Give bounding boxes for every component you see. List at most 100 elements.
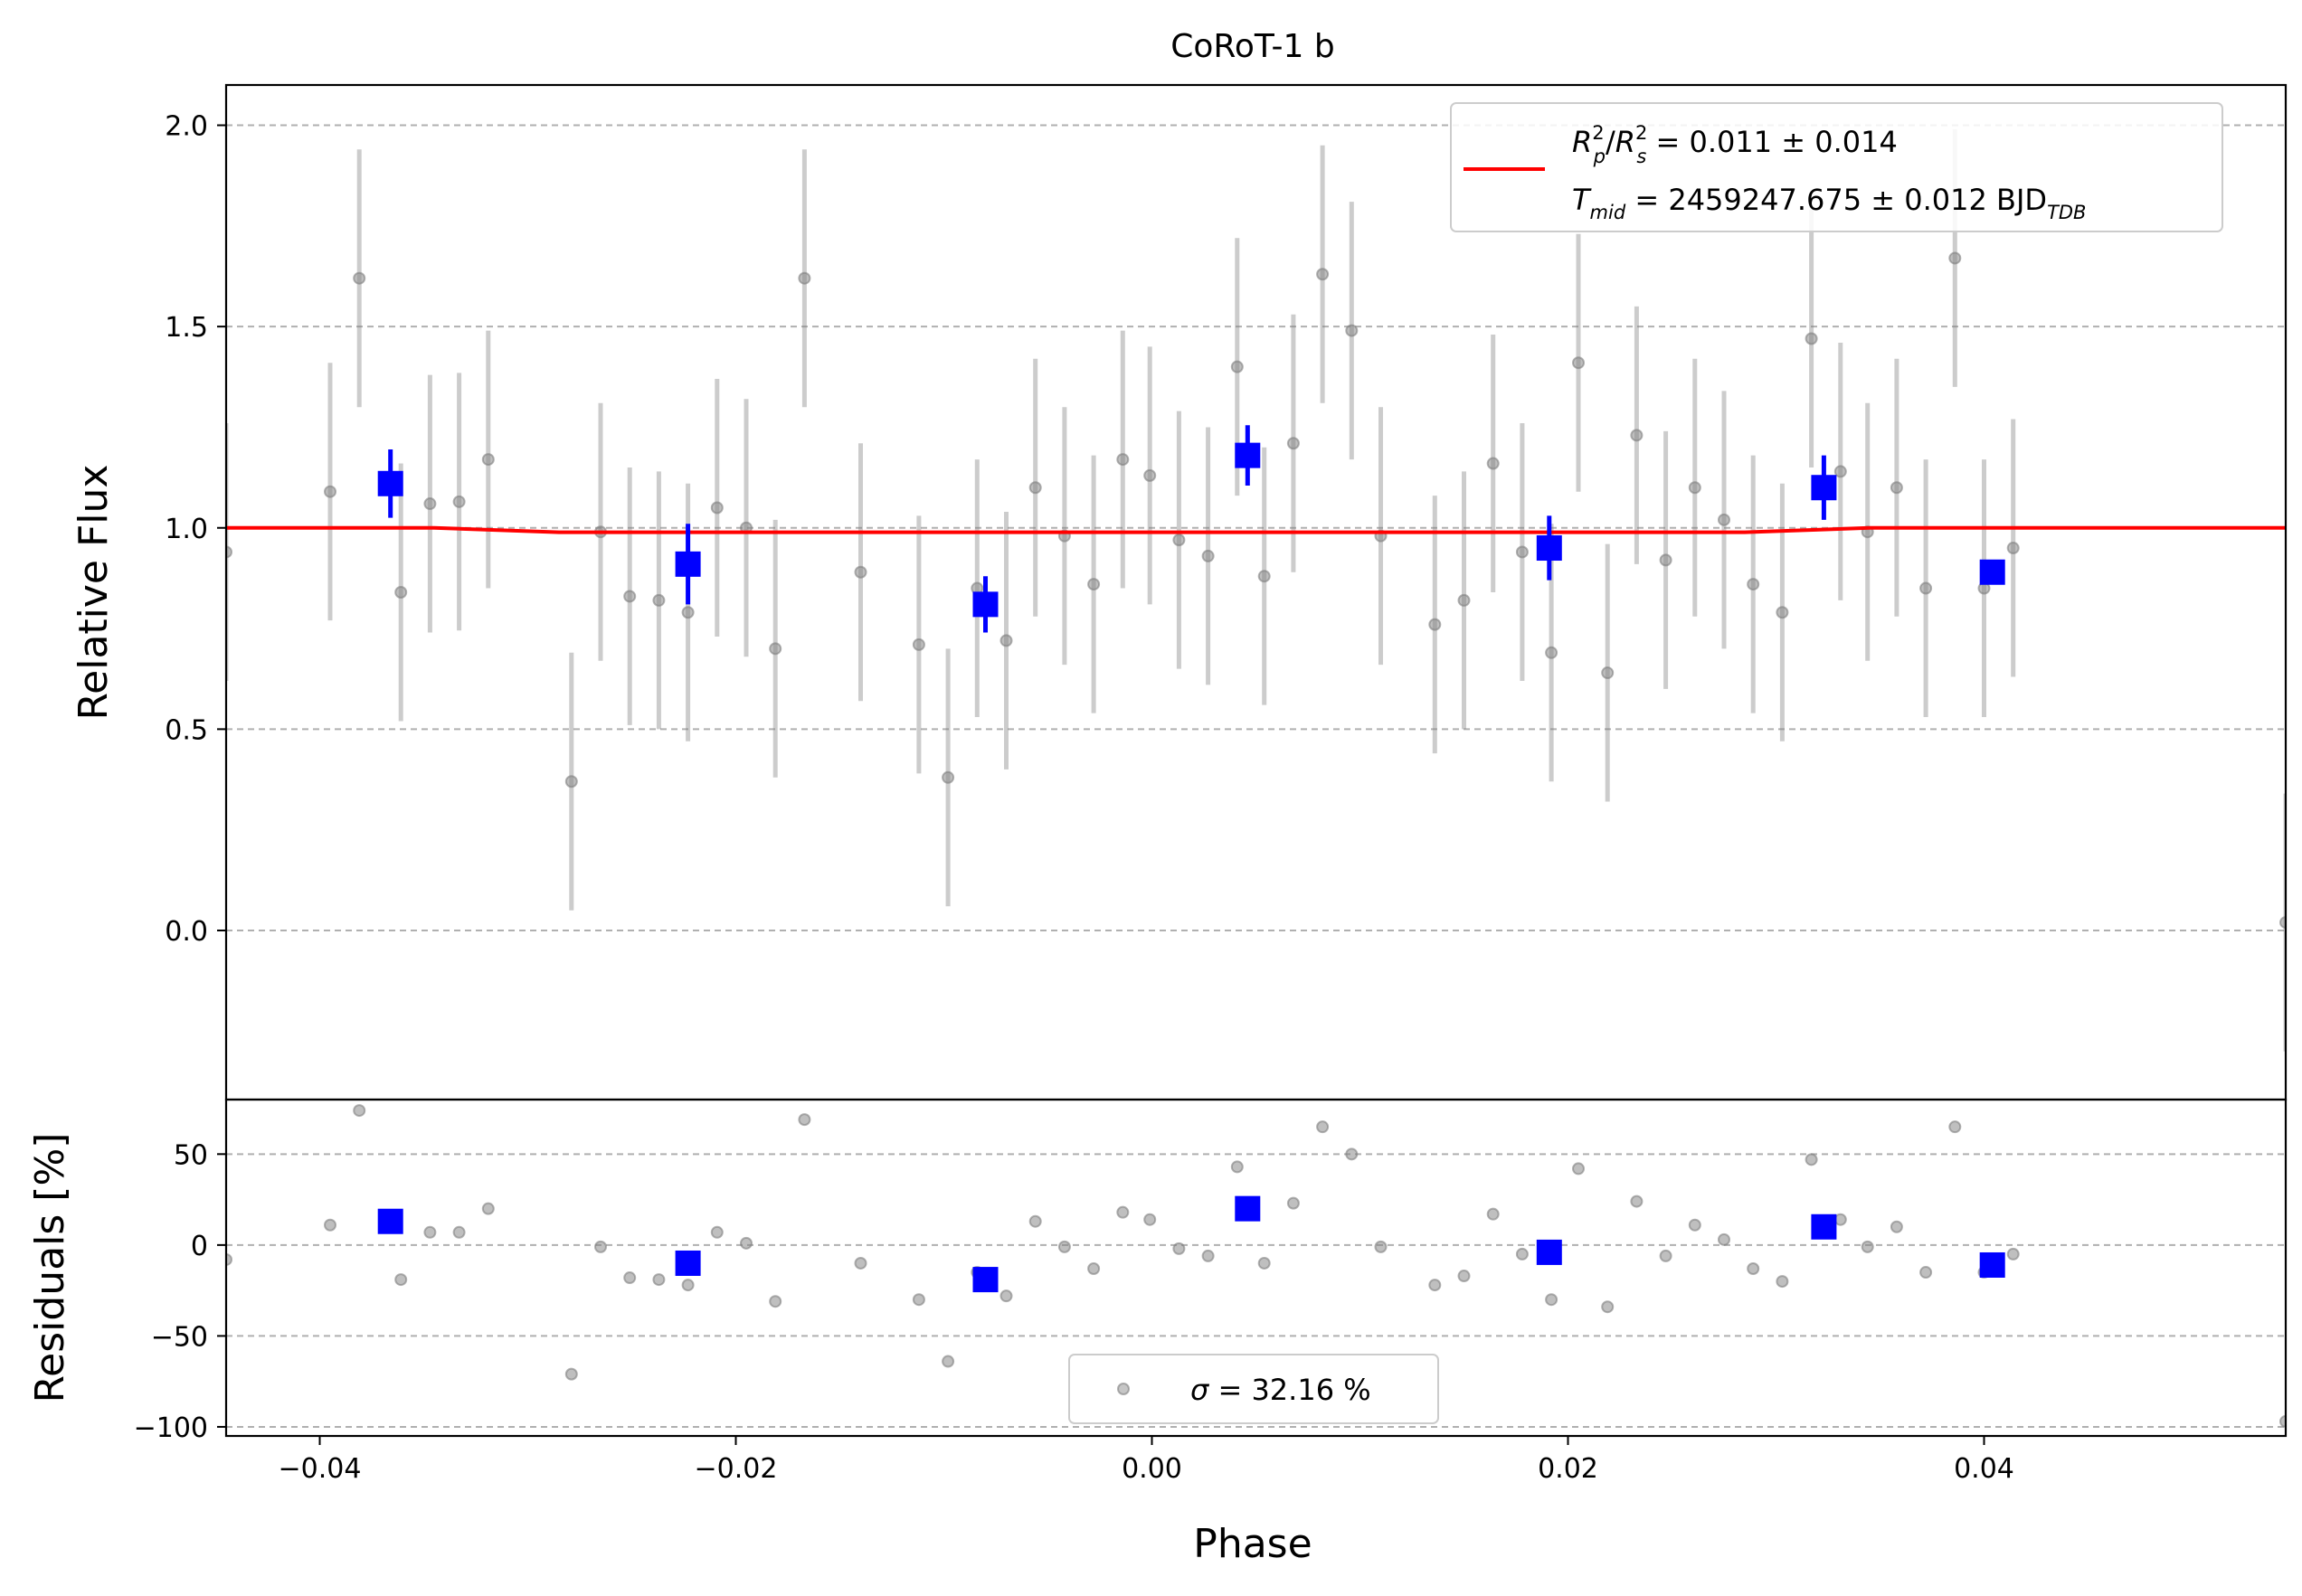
flux-raw-point [2006,542,2020,555]
residuals-y-label: Residuals [%] [27,1133,73,1403]
residuals-raw-point [564,1367,578,1381]
flux-binned-point [1979,559,2005,585]
flux-binned-point [1811,475,1837,501]
flux-raw-point [1345,324,1359,337]
flux-raw-point [1659,553,1672,567]
residuals-raw-point [1601,1300,1615,1314]
residuals-raw-point [1948,1120,1962,1134]
residuals-binned-points [377,1195,2005,1293]
flux-binned-point [1235,442,1261,468]
flux-y-tick-label: 0.0 [165,916,208,948]
flux-raw-point [481,453,495,467]
residuals-raw-point [1143,1213,1157,1226]
residuals-frame [224,1098,2288,1438]
flux-model [226,525,2286,534]
residuals-x-ticks: −0.04 −0.02 0.00 0.02 0.04 [279,1436,2014,1485]
residuals-y-tick-label: −100 [134,1412,208,1444]
flux-raw-point [1286,437,1300,450]
flux-binned-points [377,425,2005,633]
residuals-raw-point [1805,1153,1818,1166]
flux-raw-point [1172,534,1186,547]
residuals-raw-point [324,1218,336,1232]
flux-raw-point [324,485,336,498]
residuals-y-ticks: 50 0 −50 −100 [134,1139,226,1444]
residuals-raw-point [1257,1256,1271,1270]
flux-raw-point [1143,468,1157,482]
flux-binned-point [1536,535,1562,562]
residuals-raw-point [1428,1279,1442,1292]
residuals-binned-point [675,1250,701,1276]
flux-binned-point [377,470,403,496]
flux-raw-point [2279,916,2286,930]
residuals-raw-point [1087,1262,1101,1276]
flux-raw-point [854,565,867,579]
flux-raw-point [1116,453,1130,467]
flux-y-ticks: 0.0 0.5 1.0 1.5 2.0 [165,111,226,948]
residuals-binned-point [1536,1239,1562,1265]
residuals-raw-point [652,1273,666,1287]
residuals-raw-point [394,1273,408,1287]
residuals-raw-point [1316,1120,1330,1134]
residuals-raw-point [623,1271,637,1285]
residuals-raw-point [353,1104,366,1118]
residuals-raw-point [798,1113,811,1127]
chart-title: CoRoT-1 b [1170,28,1334,65]
flux-raw-point [1718,513,1730,526]
flux-raw-point [1486,457,1500,470]
flux-raw-point [681,606,695,619]
flux-raw-point [1428,618,1442,631]
flux-raw-point [1805,332,1818,345]
residuals-raw-point [2006,1247,2020,1261]
x-tick-label: 0.02 [1538,1453,1598,1485]
residuals-legend: σ = 32.16 % [1068,1354,1439,1424]
residuals-raw-point [740,1236,753,1250]
residuals-legend-marker [1117,1383,1130,1395]
residuals-raw-point [710,1225,724,1239]
flux-panel: 0.0 0.5 1.0 1.5 2.0 Relative Flux R2 p/R2 s = … [71,83,2288,1101]
flux-model-line [226,525,2286,534]
flux-raw-point [912,637,925,651]
flux-y-label: Relative Flux [71,465,117,721]
residuals-raw-point [769,1295,782,1308]
x-tick-label: 0.00 [1122,1453,1182,1485]
x-tick-label: 0.04 [1954,1453,2014,1485]
residuals-raw-point [1028,1214,1042,1228]
residuals-binned-point [377,1208,403,1234]
residuals-raw-point [226,1252,232,1266]
flux-raw-point [564,775,578,789]
flux-frame [224,83,2288,1101]
residuals-raw-point [594,1240,607,1253]
flux-y-tick-label: 1.5 [165,312,208,344]
residuals-raw-point [1172,1242,1186,1255]
flux-raw-point [452,495,466,508]
residuals-raw-point [1776,1275,1789,1289]
residuals-raw-point [1457,1270,1471,1283]
residuals-raw-point [1545,1293,1558,1307]
residuals-grid [226,1153,2286,1428]
flux-y-tick-label: 1.0 [165,514,208,545]
residuals-raw-point [1486,1207,1500,1221]
flux-raw-point [1201,549,1215,562]
residuals-raw-point [423,1225,437,1239]
flux-legend-rp-rs: R2 p/R2 s = 0.011 ± 0.014 [1572,122,1898,167]
residuals-raw-point [1057,1240,1071,1253]
x-axis-label: Phase [1193,1521,1312,1567]
flux-raw-point [999,634,1013,647]
flux-legend-tmid: Tmid = 2459247.675 ± 0.012 BJDTDB [1572,183,2086,223]
residuals-raw-point [1116,1205,1130,1219]
flux-legend-box [1450,102,2223,232]
residuals-y-tick-label: 50 [174,1139,208,1171]
flux-raw-point [623,590,637,603]
residuals-binned-point [972,1267,999,1293]
residuals-raw-point [1374,1240,1388,1253]
flux-raw-point [798,271,811,285]
residuals-raw-point [1630,1195,1644,1208]
flux-raw-point [652,593,666,607]
residuals-raw-point [1345,1147,1359,1161]
residuals-raw-point [1890,1220,1903,1233]
flux-raw-point [1833,465,1847,478]
residuals-raw-point [1747,1262,1760,1276]
flux-raw-point [1257,570,1271,583]
flux-raw-point [1230,360,1244,373]
